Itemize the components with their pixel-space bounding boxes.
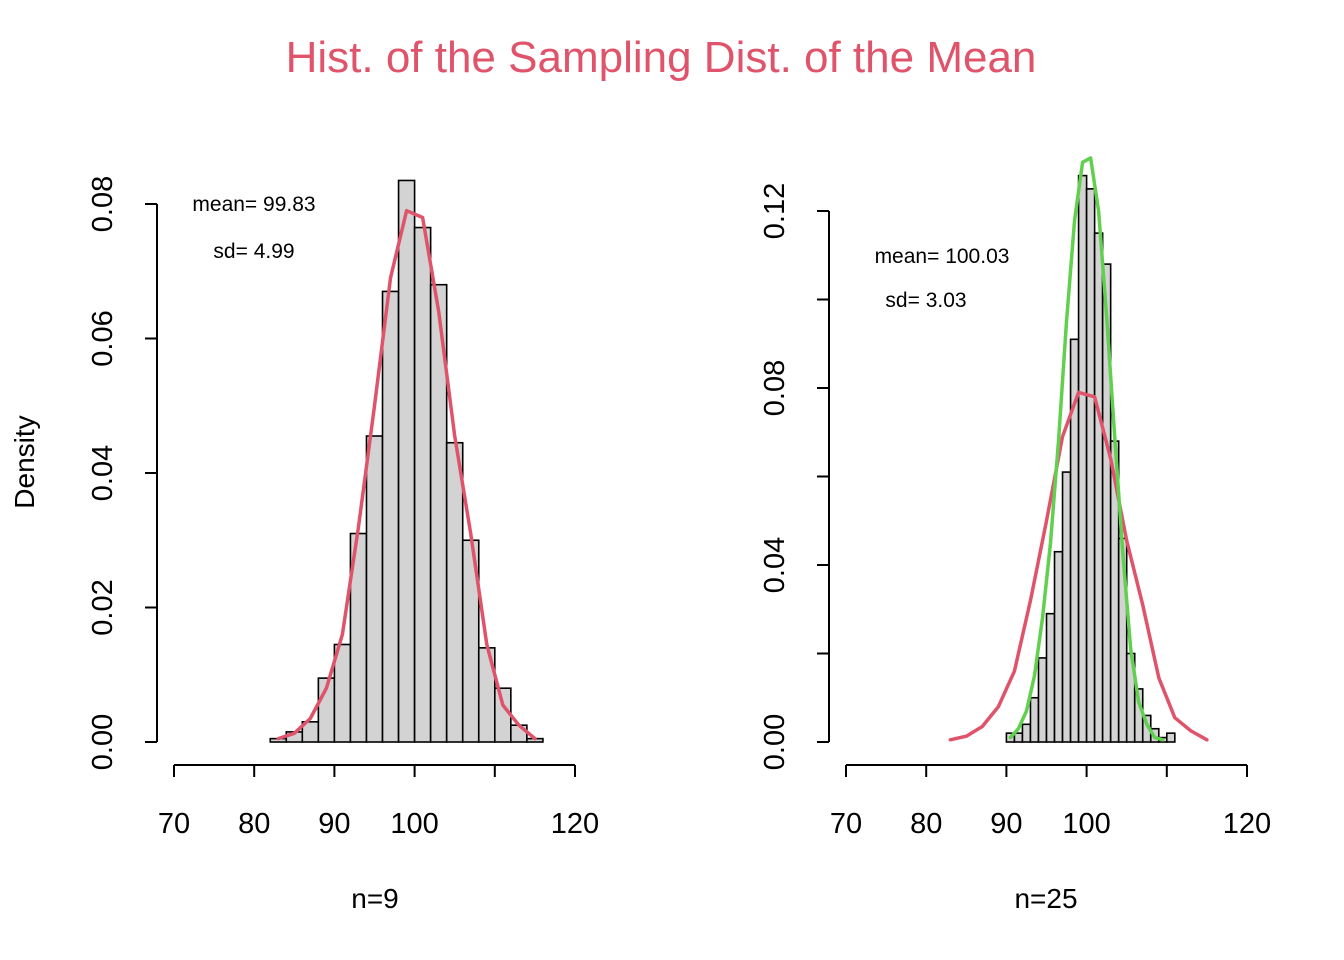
histogram-bar [1093,232,1104,743]
axes-n9: 70 80 90 100 120 0.00 0.02 0.04 0.06 0.08 [87,176,599,840]
histogram-bar [1077,174,1088,743]
y-tick-label: 0.04 [759,537,791,593]
sd-annotation-n25: sd= 3.03 [885,289,966,312]
histogram-bar [1085,188,1096,743]
histogram-bar [1053,550,1064,743]
x-axis-label-n25: n=25 [1014,883,1077,914]
y-tick-label: 0.12 [759,183,791,239]
curves-n9 [276,208,537,741]
histogram-bar [1037,657,1048,743]
y-axis-label: Density [9,415,40,508]
bars-n25 [1005,174,1176,743]
x-axis-label-n9: n=9 [351,883,399,914]
histogram-bar [1045,612,1056,743]
histogram-bar [397,179,416,743]
mean-annotation-n25: mean= 100.03 [875,245,1010,268]
y-tick-label: 0.00 [759,714,791,770]
histogram-bar [1166,732,1176,743]
histogram-n9: 70 80 90 100 120 0.00 0.02 0.04 0.06 0.08 mean= 9… [87,176,599,914]
x-tick-label: 90 [990,808,1022,840]
bars-n9 [269,179,544,743]
histogram-bar [1021,723,1032,743]
histogram-bar [493,687,512,743]
normal-curve-red [276,208,537,741]
histogram-n25: 70 80 90 100 120 0.00 0.04 0.08 0.12 mean= 100.0… [759,156,1271,914]
x-tick-label: 120 [1223,808,1271,840]
histogram-bar [1029,696,1040,743]
x-tick-label: 90 [318,808,350,840]
normal-curve-red [948,390,1209,742]
x-tick-label: 80 [238,808,270,840]
histogram-bar [1061,471,1072,743]
mean-annotation-n9: mean= 99.83 [192,193,315,216]
x-tick-label: 100 [390,808,438,840]
histogram-bar [1013,732,1024,743]
histogram-bar [381,290,400,743]
x-tick-label: 80 [910,808,942,840]
y-tick-label: 0.02 [87,579,119,635]
x-tick-label: 70 [830,808,862,840]
chart-title: Hist. of the Sampling Dist. of the Mean [286,33,1037,82]
y-tick-label: 0.08 [87,176,119,232]
histogram-bar [413,226,432,743]
y-tick-label: 0.04 [87,445,119,501]
y-tick-label: 0.08 [759,360,791,416]
curves-n25 [948,156,1209,742]
sd-annotation-n9: sd= 4.99 [213,240,294,263]
x-tick-label: 120 [551,808,599,840]
axes-n25: 70 80 90 100 120 0.00 0.04 0.08 0.12 [759,183,1271,840]
normal-curve-green [1008,156,1165,742]
y-tick-label: 0.00 [87,714,119,770]
y-tick-label: 0.06 [87,310,119,366]
x-tick-label: 70 [158,808,190,840]
x-tick-label: 100 [1062,808,1110,840]
histogram-bar [445,441,464,743]
histogram-bar [365,435,384,743]
